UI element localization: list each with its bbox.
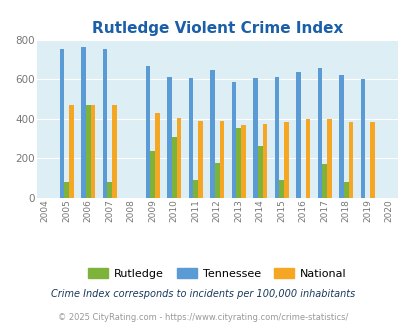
Bar bbox=[150, 151, 155, 198]
Bar bbox=[322, 164, 326, 198]
Bar bbox=[241, 125, 245, 198]
Bar bbox=[81, 47, 85, 198]
Bar bbox=[69, 105, 74, 198]
Bar bbox=[112, 105, 117, 198]
Title: Rutledge Violent Crime Index: Rutledge Violent Crime Index bbox=[91, 21, 342, 36]
Bar bbox=[343, 182, 348, 198]
Bar bbox=[60, 49, 64, 198]
Bar bbox=[274, 77, 279, 198]
Bar bbox=[279, 180, 284, 198]
Bar bbox=[171, 137, 176, 198]
Bar bbox=[193, 180, 198, 198]
Bar bbox=[252, 78, 257, 198]
Bar bbox=[107, 182, 112, 198]
Bar bbox=[326, 119, 331, 198]
Bar bbox=[338, 75, 343, 198]
Bar bbox=[231, 82, 236, 198]
Bar bbox=[155, 113, 160, 198]
Text: © 2025 CityRating.com - https://www.cityrating.com/crime-statistics/: © 2025 CityRating.com - https://www.city… bbox=[58, 313, 347, 322]
Bar bbox=[317, 68, 322, 198]
Bar bbox=[236, 128, 241, 198]
Bar bbox=[102, 49, 107, 198]
Bar bbox=[145, 66, 150, 198]
Bar bbox=[284, 122, 288, 198]
Bar bbox=[85, 105, 90, 198]
Bar bbox=[262, 123, 266, 198]
Bar bbox=[210, 70, 214, 198]
Text: Crime Index corresponds to incidents per 100,000 inhabitants: Crime Index corresponds to incidents per… bbox=[51, 289, 354, 299]
Legend: Rutledge, Tennessee, National: Rutledge, Tennessee, National bbox=[83, 264, 350, 283]
Bar bbox=[360, 79, 364, 198]
Bar bbox=[219, 121, 224, 198]
Bar bbox=[257, 146, 262, 198]
Bar bbox=[369, 122, 374, 198]
Bar bbox=[198, 121, 202, 198]
Bar bbox=[295, 72, 300, 198]
Bar bbox=[188, 78, 193, 198]
Bar bbox=[176, 118, 181, 198]
Bar bbox=[214, 163, 219, 198]
Bar bbox=[167, 77, 171, 198]
Bar bbox=[305, 119, 309, 198]
Bar bbox=[64, 182, 69, 198]
Bar bbox=[348, 121, 352, 198]
Bar bbox=[90, 105, 95, 198]
